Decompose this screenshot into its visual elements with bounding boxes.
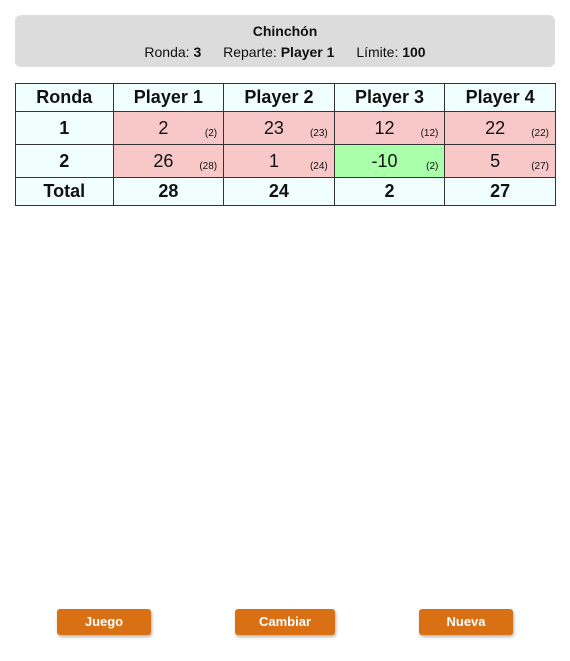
round-label: Ronda: [144,44,190,60]
round-points: 26 [153,150,174,171]
round-points: 22 [485,117,506,138]
round-value: 3 [193,44,202,60]
column-header-round: Ronda [15,83,114,112]
score-cell[interactable]: 12 (12) [333,111,446,145]
accumulated-points: (22) [531,128,549,139]
round-points: -10 [371,150,398,171]
total-row: Total 28 24 2 27 [15,177,556,206]
limit-info: Límite: 100 [356,44,425,60]
total-player-1: 28 [112,177,225,206]
dealer-value: Player 1 [280,44,335,60]
limit-label: Límite: [356,44,399,60]
score-cell[interactable]: 23 (23) [223,111,335,145]
change-view-button[interactable]: Cambiar vista [235,609,335,655]
score-cell[interactable]: 5 (27) [444,144,556,178]
score-cell[interactable]: 2 (2) [112,111,225,145]
column-header-player-3: Player 3 [333,83,446,112]
score-cell[interactable]: -10 (2) [333,144,446,178]
game-info: Ronda: 3 Reparte: Player 1 Límite: 100 [15,44,555,61]
accumulated-points: (28) [199,161,218,172]
new-round-button[interactable]: Nueva ronda [419,609,513,655]
accumulated-points: (27) [531,161,549,172]
score-table: Ronda Player 1 Player 2 Player 3 Player … [15,83,556,206]
round-points: 5 [490,150,501,171]
dealer-info: Reparte: Player 1 [223,44,338,60]
column-header-player-4: Player 4 [444,83,556,112]
score-cell[interactable]: 1 (24) [223,144,335,178]
total-player-4: 27 [444,177,556,206]
round-points: 1 [268,150,279,171]
dealer-label: Reparte: [223,44,277,60]
round-points: 2 [158,117,169,138]
round-info: Ronda: 3 [144,44,205,60]
accumulated-points: (24) [309,161,328,172]
accumulated-points: (23) [309,128,328,139]
round-points: 23 [263,117,284,138]
total-player-3: 2 [333,177,446,206]
score-cell[interactable]: 26 (28) [112,144,225,178]
round-points: 12 [374,117,395,138]
limit-value: 100 [402,44,426,60]
column-header-player-1: Player 1 [112,83,225,112]
new-game-button[interactable]: Juego nuevo [57,609,151,655]
column-header-player-2: Player 2 [223,83,335,112]
game-header: Chinchón Ronda: 3 Reparte: Player 1 Lími… [15,15,555,67]
table-row: 1 2 (2) 23 (23) 12 (12) 22 (22) [15,111,556,145]
round-number: 1 [15,111,114,145]
game-title: Chinchón [252,23,318,39]
score-cell[interactable]: 22 (22) [444,111,556,145]
header-row: Ronda Player 1 Player 2 Player 3 Player … [15,83,556,112]
accumulated-points: (2) [426,161,439,172]
table-row: 2 26 (28) 1 (24) -10 (2) 5 (27) [15,144,556,178]
total-label: Total [15,177,114,206]
total-player-2: 24 [223,177,335,206]
accumulated-points: (2) [204,128,218,139]
round-number: 2 [15,144,114,178]
accumulated-points: (12) [420,128,439,139]
